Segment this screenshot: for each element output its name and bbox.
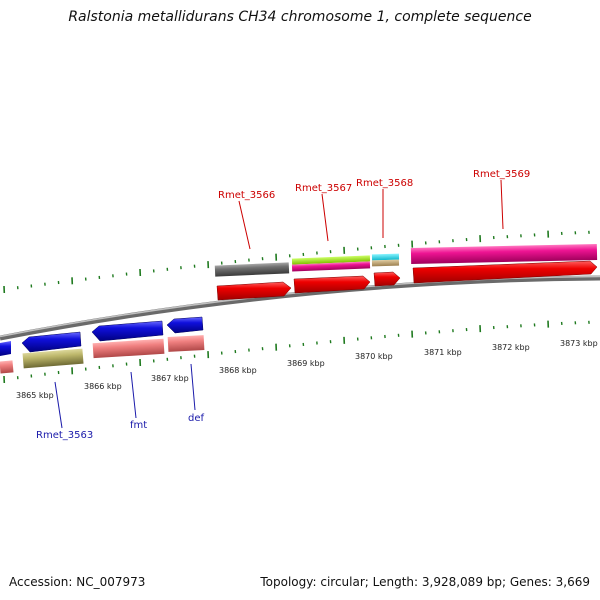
feature-row-inner-1 [0, 316, 204, 356]
gene-label-def: def [188, 413, 205, 424]
ruler-label-3873: 3873 kbp [560, 339, 598, 348]
accession-text: Accession: NC_007973 [9, 575, 146, 589]
gene-rmet-3568-bar-cyan[interactable] [371, 253, 400, 261]
gene-label-rmet-3567: Rmet_3567 [295, 183, 352, 194]
outer-tick-track [3, 230, 590, 294]
gene-rmet-3567-bar-lime[interactable] [291, 255, 371, 265]
ruler-label-3865: 3865 kbp [16, 391, 54, 400]
inner-tick-track [3, 320, 590, 384]
gene-rmet-3566-arrow[interactable] [216, 281, 292, 301]
leader-rmet-3566 [238, 200, 251, 250]
ruler-label-3867: 3867 kbp [151, 374, 189, 383]
gene-label-rmet-3566: Rmet_3566 [218, 190, 275, 201]
ruler-label-3869: 3869 kbp [287, 359, 325, 368]
gene-label-rmet-3569: Rmet_3569 [473, 169, 530, 180]
map-title: Ralstonia metallidurans CH34 chromosome … [68, 9, 532, 25]
gene-rmet-3569-arrow[interactable] [412, 260, 598, 284]
gene-label-fmt: fmt [130, 420, 147, 431]
ruler-label-3871: 3871 kbp [424, 348, 462, 357]
ruler-label-3870: 3870 kbp [355, 352, 393, 361]
label-leaders [54, 179, 504, 429]
leader-rmet-3569 [500, 179, 504, 230]
ruler-label-3872: 3872 kbp [492, 343, 530, 352]
gene-fmt-bar[interactable] [92, 338, 165, 359]
feature-row-outer-2 [216, 260, 598, 301]
gene-rmet-3566-bar[interactable] [214, 262, 290, 277]
leader-fmt [130, 371, 137, 419]
gene-rmet-3569-bar[interactable] [410, 244, 598, 264]
leader-def [190, 363, 196, 411]
gene-rmet-3563-arrow[interactable] [21, 331, 82, 353]
topology-summary: Topology: circular; Length: 3,928,089 bp… [260, 575, 590, 589]
gene-rmet-3568-bar-tan[interactable] [371, 259, 400, 267]
gene-label-rmet-3563: Rmet_3563 [36, 430, 93, 441]
gene-left-edge-bar[interactable] [0, 360, 14, 374]
gene-rmet-3567-bar[interactable] [291, 261, 371, 272]
gene-rmet-3563-bar[interactable] [22, 348, 84, 369]
gene-rmet-3567-arrow[interactable] [293, 275, 371, 294]
leader-rmet-3567 [321, 193, 329, 242]
leader-rmet-3563 [54, 381, 63, 429]
gene-def-arrow[interactable] [166, 316, 204, 334]
gene-fmt-arrow[interactable] [91, 320, 164, 342]
chromosome-backbone [0, 275, 600, 341]
gene-left-edge-arrow[interactable] [0, 341, 11, 356]
feature-row-outer-1 [214, 244, 598, 277]
ruler-label-3868: 3868 kbp [219, 366, 257, 375]
ruler-label-3866: 3866 kbp [84, 382, 122, 391]
gene-rmet-3568-arrow[interactable] [373, 271, 401, 287]
feature-row-inner-2 [0, 335, 205, 374]
gene-def-bar[interactable] [167, 335, 205, 352]
gene-label-rmet-3568: Rmet_3568 [356, 178, 413, 189]
